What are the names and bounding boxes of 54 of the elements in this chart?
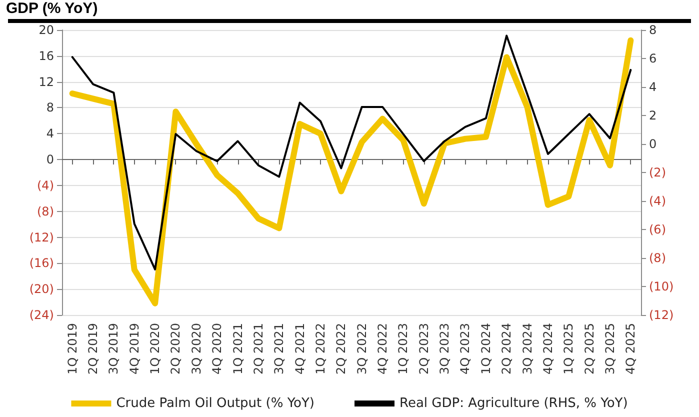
x-tick-label: 3Q 2023 bbox=[438, 323, 452, 374]
y-tick-label: 8 bbox=[46, 100, 54, 115]
x-tick-label: 4Q 2025 bbox=[624, 323, 638, 374]
y2-tick-label: (10) bbox=[649, 280, 674, 294]
x-tick-label: 4Q 2022 bbox=[376, 323, 390, 374]
x-tick-label: 1Q 2020 bbox=[148, 323, 162, 374]
y2-tick-label: (8) bbox=[649, 251, 666, 265]
y2-tick-label: (12) bbox=[649, 308, 674, 322]
x-tick-label: 1Q 2022 bbox=[313, 323, 328, 374]
x-tick-label: 3Q 2024 bbox=[520, 323, 534, 374]
legend-label: Crude Palm Oil Output (% YoY) bbox=[116, 396, 315, 411]
x-tick-label: 1Q 2024 bbox=[478, 323, 493, 374]
x-tick-label: 1Q 2025 bbox=[562, 323, 576, 374]
y-tick-label: 16 bbox=[38, 48, 54, 63]
y2-tick-label: (2) bbox=[649, 166, 666, 180]
x-tick-label: 4Q 2019 bbox=[127, 323, 142, 374]
y2-tick-label: (4) bbox=[649, 194, 666, 208]
x-tick-label: 3Q 2021 bbox=[272, 323, 286, 374]
x-tick-label: 1Q 2019 bbox=[65, 323, 80, 374]
y-tick-label: (4) bbox=[37, 178, 54, 192]
x-tick-label: 2Q 2025 bbox=[582, 323, 596, 374]
y2-tick-label: 0 bbox=[649, 137, 657, 151]
y-tick-label: 20 bbox=[38, 23, 54, 37]
y2-tick-label: 8 bbox=[649, 23, 657, 37]
y2-tick-label: 6 bbox=[649, 52, 657, 66]
y2-tick-label: 2 bbox=[649, 108, 657, 122]
y-tick-label: (24) bbox=[29, 308, 54, 322]
y2-tick-label: 4 bbox=[649, 80, 657, 94]
x-tick-label: 3Q 2022 bbox=[354, 323, 369, 374]
x-tick-label: 2Q 2019 bbox=[86, 323, 100, 374]
legend-label: Real GDP: Agriculture (RHS, % YoY) bbox=[400, 396, 628, 411]
x-tick-label: 2Q 2023 bbox=[416, 323, 431, 374]
y-tick-label: (8) bbox=[37, 204, 54, 218]
y2-tick-label: (6) bbox=[649, 222, 666, 236]
x-tick-label: 3Q 2025 bbox=[602, 323, 617, 374]
x-tick-label: 2Q 2022 bbox=[334, 323, 348, 374]
x-tick-label: 3Q 2019 bbox=[106, 323, 121, 374]
x-tick-label: 2Q 2020 bbox=[168, 323, 183, 374]
x-tick-label: 4Q 2024 bbox=[540, 323, 555, 374]
chart-title: GDP (% YoY) bbox=[6, 0, 98, 17]
y-tick-label: 0 bbox=[46, 152, 54, 167]
x-tick-label: 1Q 2021 bbox=[230, 323, 245, 374]
y-tick-label: (20) bbox=[29, 282, 54, 296]
x-tick-label: 4Q 2023 bbox=[458, 323, 472, 374]
y-tick-label: 12 bbox=[38, 74, 54, 89]
x-tick-label: 2Q 2024 bbox=[500, 323, 514, 374]
x-tick-label: 4Q 2020 bbox=[210, 323, 224, 374]
y-tick-label: (12) bbox=[29, 230, 54, 244]
x-tick-label: 4Q 2021 bbox=[292, 323, 307, 374]
x-tick-label: 2Q 2021 bbox=[251, 323, 266, 374]
x-tick-label: 3Q 2020 bbox=[189, 323, 204, 374]
y-tick-label: (16) bbox=[29, 256, 54, 270]
x-tick-label: 1Q 2023 bbox=[396, 323, 410, 374]
y-tick-label: 4 bbox=[46, 126, 54, 141]
